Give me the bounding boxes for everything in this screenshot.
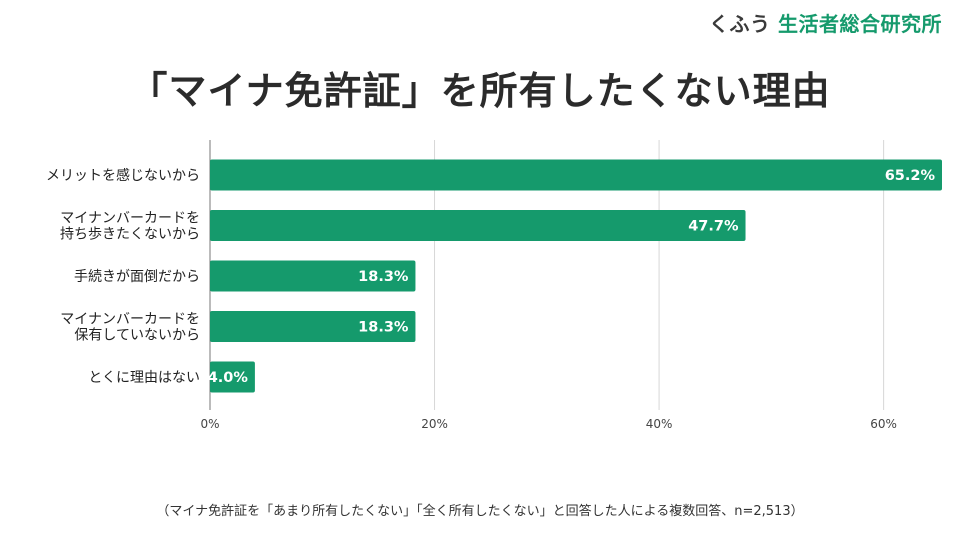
x-tick-label: 60% [870, 417, 897, 431]
x-tick-label: 0% [200, 417, 219, 431]
bar [210, 210, 746, 241]
category-label: 保有していないから [74, 328, 200, 344]
bar [210, 260, 416, 292]
category-label: マイナンバーカードを [60, 312, 200, 328]
x-tick-label: 40% [646, 417, 673, 431]
bar-value-label: 65.2% [885, 168, 936, 184]
category-label: 手続きが面倒だから [74, 268, 200, 285]
brand-logo: くふう 生活者総合研究所 [709, 8, 942, 37]
category-label: とくに理由はない [88, 370, 200, 386]
bar [210, 361, 255, 393]
x-tick-label: 20% [421, 417, 448, 431]
bar [210, 159, 942, 191]
footnote: （マイナ免許証を「あまり所有したくない」「全く所有したくない」と回答した人による… [156, 504, 804, 519]
category-label: 持ち歩きたくないから [60, 227, 200, 243]
bar-value-label: 4.0% [208, 370, 249, 386]
chart-title: 「マイナ免許証」を所有したくない理由 [129, 69, 831, 113]
bar-value-label: 18.3% [358, 269, 409, 285]
brand-name: 生活者総合研究所 [778, 12, 942, 36]
bar [210, 311, 416, 342]
category-label: メリットを感じないから [46, 167, 200, 184]
category-label: マイナンバーカードを [60, 211, 200, 227]
bar-value-label: 47.7% [688, 219, 739, 235]
brand-prefix: くふう [709, 12, 771, 36]
bar-value-label: 18.3% [358, 320, 409, 336]
